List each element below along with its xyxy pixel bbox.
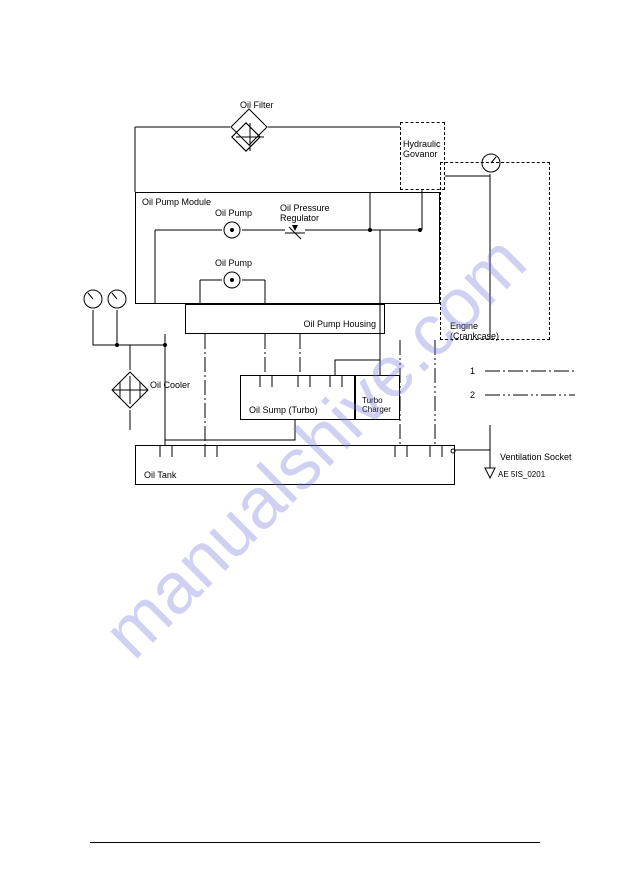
oil-system-diagram: Oil Filter HydraulicGovanor Engine(Crank… — [100, 100, 580, 500]
footer-rule — [90, 842, 540, 843]
connections — [100, 100, 580, 500]
